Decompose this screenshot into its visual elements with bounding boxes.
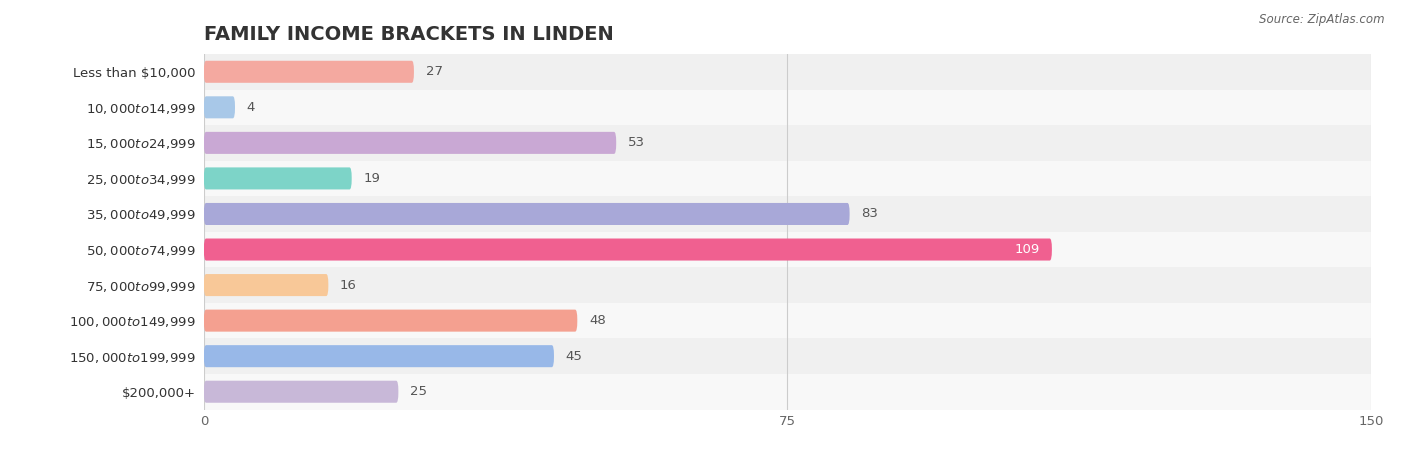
- Text: 48: 48: [589, 314, 606, 327]
- FancyBboxPatch shape: [204, 345, 554, 367]
- Text: 83: 83: [862, 207, 879, 220]
- Bar: [204, 54, 1371, 90]
- Text: 27: 27: [426, 65, 443, 78]
- Bar: [204, 232, 1371, 267]
- Text: FAMILY INCOME BRACKETS IN LINDEN: FAMILY INCOME BRACKETS IN LINDEN: [204, 25, 613, 44]
- Text: 16: 16: [340, 279, 357, 292]
- FancyBboxPatch shape: [204, 96, 235, 118]
- FancyBboxPatch shape: [204, 203, 849, 225]
- Bar: [204, 125, 1371, 161]
- FancyBboxPatch shape: [204, 238, 1052, 261]
- Text: 53: 53: [628, 136, 645, 149]
- Text: Source: ZipAtlas.com: Source: ZipAtlas.com: [1260, 14, 1385, 27]
- FancyBboxPatch shape: [204, 381, 398, 403]
- FancyBboxPatch shape: [204, 61, 413, 83]
- Bar: [204, 338, 1371, 374]
- Bar: [204, 267, 1371, 303]
- FancyBboxPatch shape: [204, 167, 352, 189]
- Text: 45: 45: [565, 350, 582, 363]
- FancyBboxPatch shape: [204, 310, 578, 332]
- Bar: [204, 90, 1371, 125]
- Bar: [204, 196, 1371, 232]
- FancyBboxPatch shape: [204, 132, 616, 154]
- Bar: [204, 161, 1371, 196]
- FancyBboxPatch shape: [204, 274, 329, 296]
- Text: 4: 4: [246, 101, 254, 114]
- Text: 19: 19: [363, 172, 380, 185]
- Text: 109: 109: [1015, 243, 1040, 256]
- Bar: [204, 374, 1371, 410]
- Bar: [204, 303, 1371, 338]
- Text: 25: 25: [411, 385, 427, 398]
